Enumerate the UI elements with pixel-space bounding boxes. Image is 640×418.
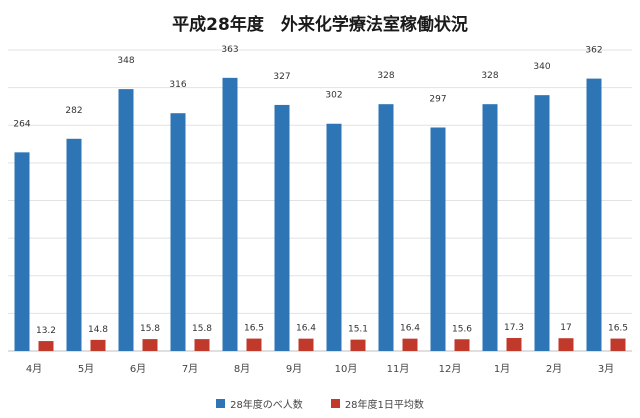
data-label-total: 363 <box>221 45 238 55</box>
x-tick-label: 6月 <box>130 363 146 375</box>
data-label-daily-average: 15.6 <box>452 324 472 334</box>
legend-label-total: 28年度のべ人数 <box>230 400 303 411</box>
x-tick-label: 10月 <box>335 363 358 375</box>
legend-item-total: 28年度のべ人数 <box>216 396 303 411</box>
x-tick-label: 2月 <box>546 363 562 375</box>
data-label-daily-average: 16.4 <box>400 324 420 334</box>
bar-daily-average <box>90 339 106 351</box>
data-label-total: 328 <box>377 71 394 81</box>
bar-daily-average <box>454 339 470 351</box>
data-label-daily-average: 15.8 <box>140 324 160 334</box>
x-tick-label: 1月 <box>494 363 510 375</box>
x-tick-label: 9月 <box>286 363 302 375</box>
bar-total <box>326 123 342 352</box>
data-label-total: 362 <box>585 46 602 56</box>
x-tick-label: 8月 <box>234 363 250 375</box>
bar-daily-average <box>402 338 418 351</box>
bar-total <box>170 113 186 352</box>
bar-total <box>274 104 290 352</box>
data-label-total: 340 <box>533 62 550 72</box>
data-label-daily-average: 16.4 <box>296 324 316 334</box>
bar-daily-average <box>142 339 158 351</box>
bar-total <box>378 104 394 352</box>
bar-total <box>430 127 446 351</box>
data-label-daily-average: 17.3 <box>504 323 524 333</box>
legend-swatch-daily-average <box>330 399 340 408</box>
data-label-total: 327 <box>273 72 290 82</box>
bar-total <box>482 104 498 352</box>
legend-item-daily-average: 28年度1日平均数 <box>330 396 424 411</box>
bar-daily-average <box>506 337 522 351</box>
data-label-daily-average: 17 <box>560 323 571 333</box>
bar-daily-average <box>298 338 314 351</box>
bar-total <box>586 78 602 351</box>
data-label-daily-average: 15.1 <box>348 325 368 335</box>
x-tick-label: 3月 <box>598 363 614 375</box>
bar-daily-average <box>610 338 626 351</box>
data-label-total: 302 <box>325 91 342 101</box>
chart-title: 平成28年度 外来化学療法室稼働状況 <box>172 15 468 35</box>
data-label-daily-average: 15.8 <box>192 324 212 334</box>
bar-daily-average <box>194 339 210 351</box>
data-label-total: 264 <box>13 119 30 129</box>
data-label-daily-average: 16.5 <box>608 324 628 334</box>
legend-label-daily-average: 28年度1日平均数 <box>344 400 424 411</box>
x-tick-label: 5月 <box>78 363 94 375</box>
data-label-total: 297 <box>429 95 446 105</box>
x-tick-label: 7月 <box>182 363 198 375</box>
x-tick-label: 4月 <box>26 363 42 375</box>
data-label-daily-average: 13.2 <box>36 326 56 336</box>
data-label-total: 348 <box>117 56 134 66</box>
data-label-total: 282 <box>65 106 82 116</box>
x-tick-label: 11月 <box>387 363 410 375</box>
bar-total <box>534 95 550 352</box>
bar-daily-average <box>38 341 54 351</box>
bar-daily-average <box>558 338 574 351</box>
bar-daily-average <box>350 339 366 351</box>
legend-swatch-total <box>216 399 226 408</box>
data-label-daily-average: 14.8 <box>88 325 108 335</box>
bar-total <box>222 77 238 351</box>
bar-total <box>14 152 30 351</box>
data-label-total: 328 <box>481 71 498 81</box>
legend: 28年度のべ人数 28年度1日平均数 <box>0 396 640 411</box>
bar-total <box>66 138 82 351</box>
bar-daily-average <box>246 338 262 351</box>
x-tick-label: 12月 <box>439 363 462 375</box>
data-label-total: 316 <box>169 80 186 90</box>
data-label-daily-average: 16.5 <box>244 324 264 334</box>
bar-total <box>118 89 134 351</box>
